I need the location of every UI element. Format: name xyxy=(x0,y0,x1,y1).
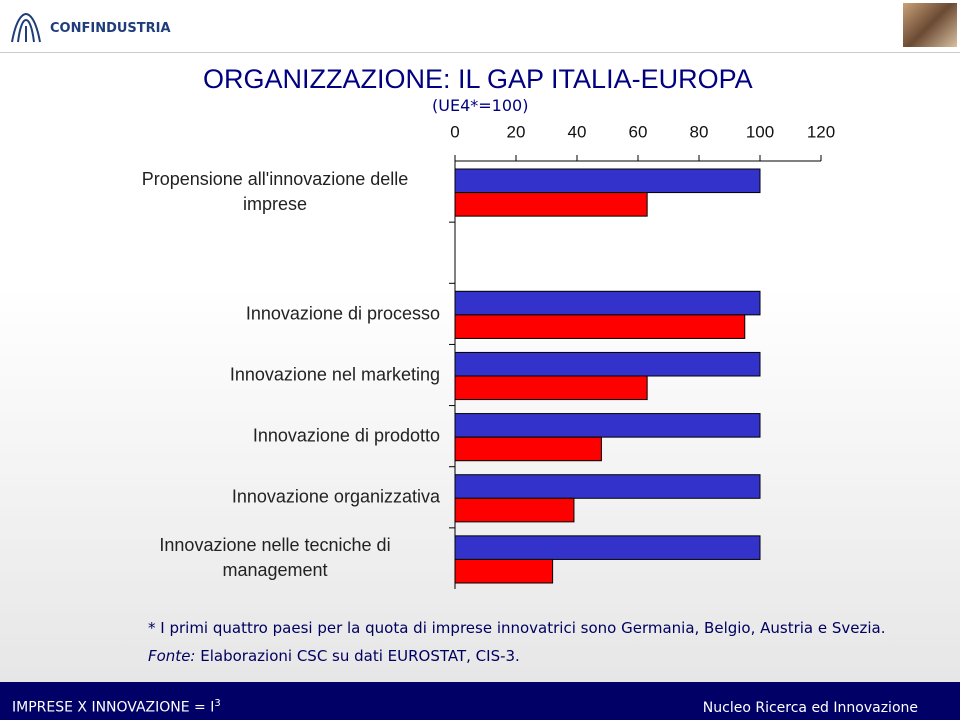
x-tick-label: 100 xyxy=(746,122,774,141)
category-text: Innovazione nelle tecniche di management xyxy=(159,535,391,581)
header-rule xyxy=(0,52,960,53)
bar xyxy=(454,351,761,377)
subtitle: (UE4*=100) xyxy=(432,96,529,115)
title: ORGANIZZAZIONE: IL GAP ITALIA-EUROPA xyxy=(203,64,753,94)
category-label: Innovazione organizzativa xyxy=(232,485,440,510)
category-label: Innovazione nel marketing xyxy=(230,363,440,388)
bar xyxy=(454,314,746,339)
x-tick-label: 40 xyxy=(568,122,587,141)
x-tick-label: 120 xyxy=(807,122,835,141)
x-tick-label: 20 xyxy=(507,122,526,141)
bar xyxy=(454,535,761,560)
bar xyxy=(454,168,761,194)
logo: CONFINDUSTRIA xyxy=(8,10,171,46)
category-text: Innovazione di prodotto xyxy=(252,425,440,446)
category-label: Propensione all'innovazione delle impres… xyxy=(110,167,440,217)
bar xyxy=(454,436,602,462)
logo-text: CONFINDUSTRIA xyxy=(50,20,171,36)
category-text: Propensione all'innovazione delle impres… xyxy=(141,168,409,214)
note: * I primi quattro paesi per la quota di … xyxy=(148,619,886,637)
corner-image xyxy=(903,3,957,47)
footer-right: Nucleo Ricerca ed Innovazione xyxy=(702,700,918,716)
category-text: Innovazione di processo xyxy=(245,303,440,324)
category-label: Innovazione di processo xyxy=(246,301,440,326)
footer-left-text: IMPRESE X INNOVAZIONE = I xyxy=(12,699,215,716)
logo-icon xyxy=(11,12,41,43)
source-label: Fonte: xyxy=(148,647,196,665)
x-tick-label: 0 xyxy=(450,122,459,141)
category-label: Innovazione nelle tecniche di management xyxy=(110,533,440,583)
source-text: Elaborazioni CSC su dati EUROSTAT, CIS-3… xyxy=(200,647,520,665)
footer-left: IMPRESE X INNOVAZIONE = I3 xyxy=(12,698,221,716)
footer-sup: 3 xyxy=(214,698,221,709)
bar xyxy=(454,192,648,217)
bar xyxy=(454,558,554,584)
bar xyxy=(454,375,648,401)
x-tick-label: 80 xyxy=(690,122,709,141)
category-label: Innovazione di prodotto xyxy=(253,424,440,449)
bar xyxy=(454,290,761,316)
bar xyxy=(454,413,761,438)
category-text: Innovazione organizzativa xyxy=(231,486,440,507)
x-tick-label: 60 xyxy=(629,122,648,141)
category-text: Innovazione nel marketing xyxy=(229,364,440,385)
bar xyxy=(454,497,575,523)
source: Fonte: Elaborazioni CSC su dati EUROSTAT… xyxy=(148,647,520,665)
bar xyxy=(454,474,761,499)
footer-bar: IMPRESE X INNOVAZIONE = I3 Nucleo Ricerc… xyxy=(0,682,960,720)
